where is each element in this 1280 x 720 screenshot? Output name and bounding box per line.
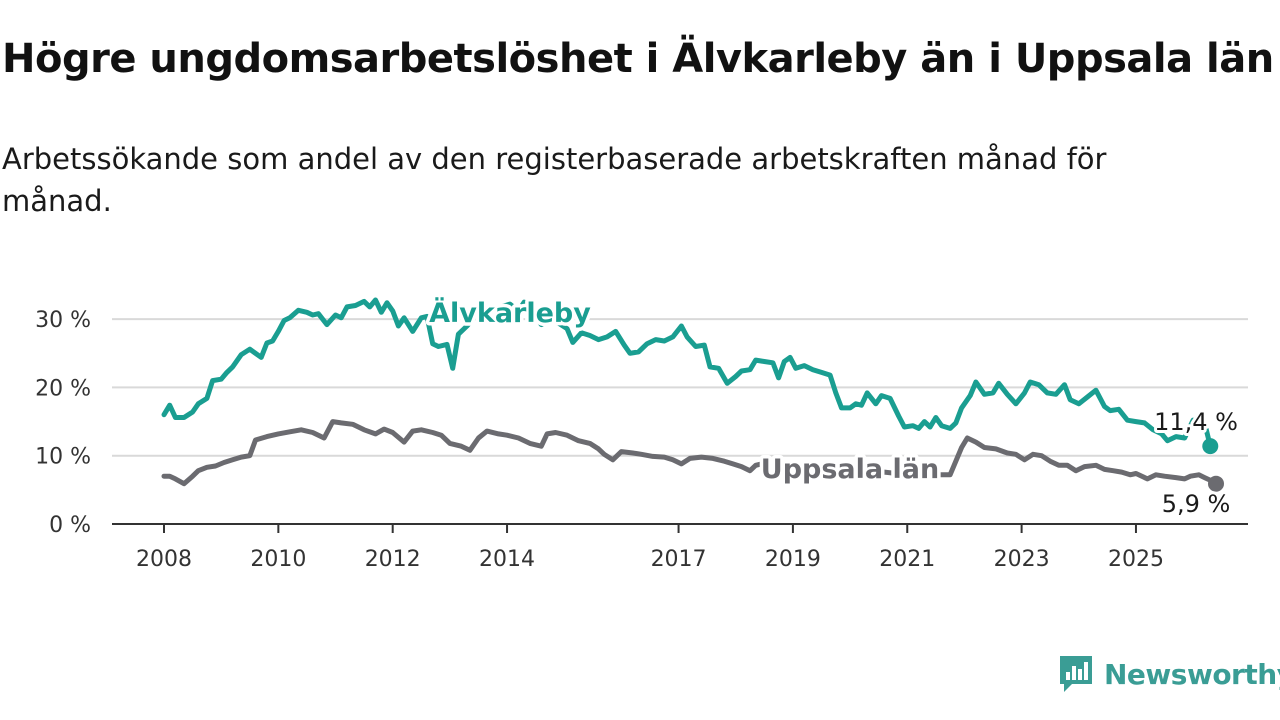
newsworthy-icon (1060, 656, 1092, 692)
series-end-marker-1 (1208, 475, 1224, 492)
brand-name: Newsworthy (1104, 657, 1280, 691)
axis-ticks: 0 % 10 % 20 % 30 % 2008 2010 2012 2014 2017 2019 2… (35, 308, 1164, 572)
y-tick-label: 20 % (35, 376, 91, 401)
series-labels: Älvkarleby Uppsala län 11,4 % 5,9 % (426, 294, 1241, 522)
x-tick-label: 2021 (879, 547, 935, 572)
x-tick-label: 2012 (365, 547, 421, 572)
brand-logo: Newsworthy (1058, 654, 1280, 694)
x-tick-label: 2019 (765, 547, 821, 572)
series-end-marker-0 (1202, 438, 1219, 455)
x-tick-label: 2023 (994, 547, 1050, 572)
chart-subtitle: Arbetssökande som andel av den registerb… (2, 142, 1107, 218)
series-line-0 (161, 297, 1213, 449)
series-name-label-alvkarleby: Älvkarleby (429, 297, 591, 329)
x-tick-label: 2010 (250, 547, 306, 572)
end-value-label-alvkarleby: 11,4 % (1154, 408, 1238, 436)
chart-title: Högre ungdomsarbetslöshet i Älvkarleby ä… (2, 36, 1274, 82)
series-line-1 (161, 419, 1219, 487)
x-tick-label: 2008 (136, 547, 192, 572)
x-tick-label: 2017 (651, 547, 707, 572)
y-tick-label: 10 % (35, 445, 91, 470)
grid-lines (112, 318, 1248, 525)
end-value-label-uppsala: 5,9 % (1162, 490, 1231, 518)
y-tick-label: 30 % (35, 308, 91, 333)
x-tick-label: 2014 (479, 547, 535, 572)
x-tick-label: 2025 (1108, 547, 1164, 572)
series-lines (161, 297, 1224, 492)
y-tick-label: 0 % (49, 513, 91, 538)
series-name-label-uppsala: Uppsala län (761, 454, 939, 485)
